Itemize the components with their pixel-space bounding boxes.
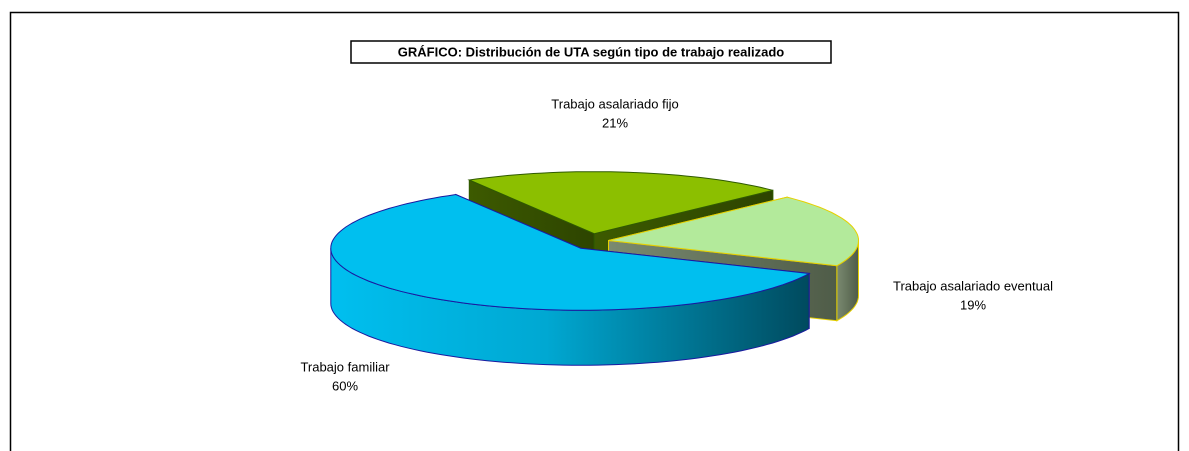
chart-frame (9, 11, 1180, 451)
slice (608, 196, 859, 267)
slice-label: Trabajo asalariado fijo (551, 96, 678, 111)
chart-title: GRÁFICO: Distribución de UTA según tipo … (398, 44, 784, 59)
slice-label: Trabajo familiar (300, 359, 390, 374)
slice-value-label: 19% (960, 297, 986, 312)
title-box (350, 40, 832, 64)
slice-label: Trabajo asalariado eventual (893, 278, 1053, 293)
slice-value-label: 21% (602, 115, 628, 130)
slice-value-label: 60% (332, 378, 358, 393)
slice (467, 171, 774, 235)
slice (330, 193, 811, 311)
